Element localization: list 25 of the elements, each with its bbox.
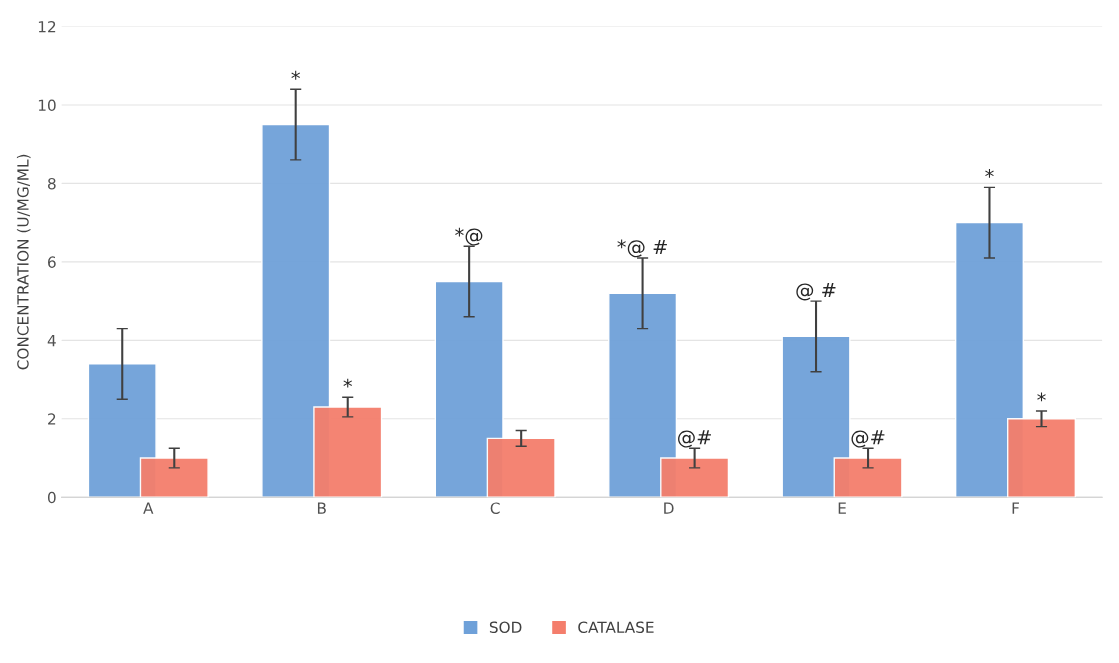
y-tick-label: 10: [38, 99, 56, 111]
annotation: *@: [455, 227, 483, 246]
x-tick-label: C: [490, 502, 500, 514]
y-tick-label: 2: [48, 413, 56, 425]
x-tick-label: B: [317, 502, 326, 514]
y-tick-label: 12: [38, 20, 56, 33]
annotation: *: [291, 70, 300, 80]
legend-label: SOD: [489, 621, 522, 634]
annotation: *: [1037, 392, 1046, 402]
annotation: @ #: [796, 283, 836, 301]
x-tick-label: D: [664, 502, 674, 514]
annotation: *: [985, 168, 994, 178]
annotation: *@ #: [617, 239, 667, 258]
x-tick-label: E: [838, 502, 846, 514]
annotation: @#: [678, 430, 711, 448]
y-tick-label: 0: [47, 491, 56, 504]
x-tick-label: F: [1012, 502, 1019, 514]
y-tick-label: 6: [48, 256, 56, 268]
y-axis-title: CONCENTRATION (U/MG/ML): [16, 154, 31, 370]
x-tick-label: A: [143, 502, 154, 514]
legend-label: CATALASE: [578, 621, 654, 634]
y-tick-label: 4: [47, 335, 56, 347]
annotation: @#: [851, 430, 885, 448]
annotation: *: [343, 378, 353, 388]
y-tick-label: 8: [48, 177, 56, 190]
